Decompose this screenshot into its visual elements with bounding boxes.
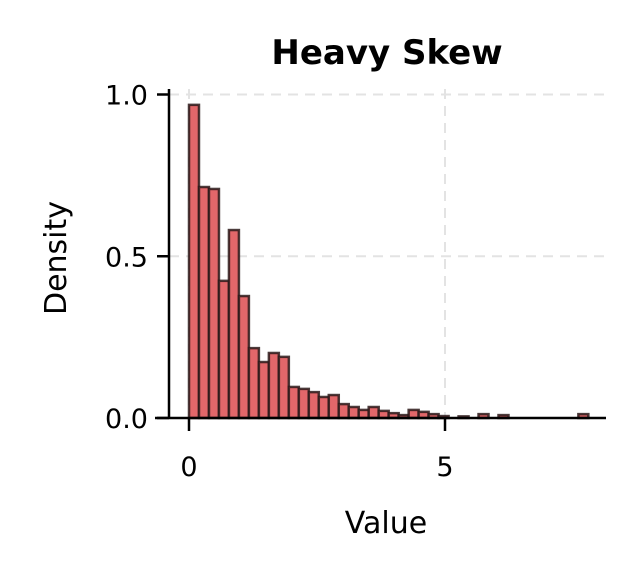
histogram-bar (337, 402, 350, 420)
histogram-bar (277, 355, 291, 420)
x-tick-label: 0 (180, 452, 197, 483)
histogram-bar (317, 395, 331, 420)
y-tick-label: 0.5 (105, 242, 148, 273)
x-tick-label: 5 (436, 452, 453, 483)
histogram-bar (227, 228, 241, 420)
histogram-bar (367, 405, 380, 420)
histogram-bars (187, 103, 590, 420)
histogram-bar (287, 385, 301, 420)
histogram-bar (347, 405, 360, 420)
y-axis-ticks: 0.0 0.5 1.0 (105, 81, 169, 435)
histogram-bar (237, 294, 251, 420)
histogram-bar (197, 185, 211, 420)
histogram-bar (247, 346, 261, 420)
chart-title: Heavy Skew (271, 33, 502, 73)
histogram-bar (217, 279, 231, 420)
histogram-bar (307, 390, 321, 420)
histogram-bar (187, 103, 201, 420)
x-axis-label: Value (345, 506, 427, 541)
y-tick-label: 0.0 (105, 404, 148, 435)
y-tick-label: 1.0 (105, 81, 148, 112)
histogram-bar (297, 387, 311, 420)
histogram-bar (327, 393, 341, 420)
y-axis-label: Density (39, 201, 74, 315)
histogram-bar (267, 351, 281, 420)
histogram-bar (207, 187, 221, 420)
histogram-bar (257, 360, 271, 420)
